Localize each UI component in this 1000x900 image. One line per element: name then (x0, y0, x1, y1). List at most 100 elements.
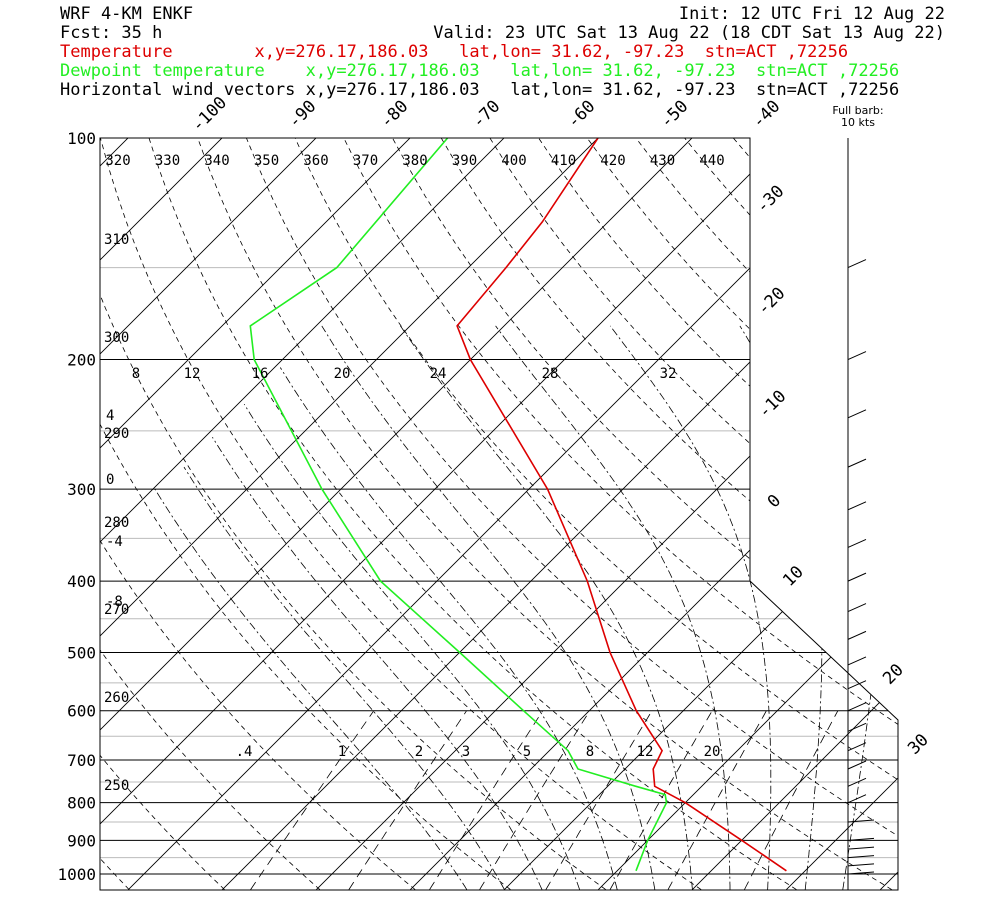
isotherm-label: 0 (764, 491, 785, 512)
mixing-ratio-label: .4 (236, 744, 253, 760)
mixing-ratio-label: 5 (523, 744, 531, 760)
mixing-ratio-label: 20 (704, 744, 721, 760)
theta-side-label: 310 (104, 232, 129, 248)
theta-label: 370 (353, 153, 378, 169)
forecast-hour: Fcst: 35 h (60, 23, 162, 43)
mixing-ratio-line (250, 710, 375, 890)
wind-barb (847, 855, 875, 859)
dry-adiabat (830, 138, 898, 890)
profiles (249, 138, 787, 872)
dry-adiabat (440, 138, 898, 890)
moist-adiabat (212, 436, 543, 890)
isotherm-label: -10 (755, 387, 791, 423)
wind-barb (847, 501, 867, 511)
moist-adiabat (279, 367, 618, 890)
dry-adiabat (879, 138, 898, 890)
isotherm-label: -80 (377, 97, 413, 133)
pressure-label: 800 (67, 794, 96, 813)
wind-barb (847, 760, 867, 770)
barb-note-line2: 10 kts (841, 116, 875, 129)
theta-e-side-label: -8 (106, 594, 123, 610)
theta-side-label: 290 (104, 426, 129, 442)
wind-barb (847, 777, 867, 787)
barb-note-line1: Full barb: (832, 104, 883, 117)
moist-adiabat (321, 325, 656, 890)
wind-barb (847, 409, 867, 419)
dry-adiabat (732, 138, 898, 890)
isotherm (504, 138, 898, 890)
wind-barb (847, 458, 867, 468)
theta-label: 330 (155, 153, 180, 169)
mixing-ratio-line (545, 710, 653, 890)
isotherm-label: 30 (904, 730, 933, 759)
wind-barb (847, 863, 875, 867)
model-title: WRF 4-KM ENKF (60, 4, 193, 24)
isotherm-label: -70 (469, 97, 505, 133)
theta-label: 390 (452, 153, 477, 169)
dewpoint-profile (249, 138, 668, 872)
dry-adiabat (928, 138, 1000, 890)
wind-barb (847, 656, 867, 666)
pressure-label: 600 (67, 702, 96, 721)
isotherm (222, 138, 898, 890)
isotherm (0, 122, 50, 890)
wind-barb (847, 702, 867, 712)
dry-adiabat (100, 138, 225, 890)
isotherm-label: -20 (754, 284, 790, 320)
plot-frame (99, 137, 899, 891)
theta-e-label: 8 (132, 366, 140, 382)
isotherm-label: -60 (564, 97, 600, 133)
isotherm-label: -50 (657, 97, 693, 133)
wind-barb (847, 259, 867, 269)
temperature-profile (456, 138, 787, 872)
mixing-ratio-line (429, 710, 544, 890)
theta-side-label: 270 (104, 602, 129, 618)
pressure-label: 700 (67, 751, 96, 770)
mixing-ratio-line (744, 710, 839, 890)
moist-adiabat (609, 325, 772, 890)
dry-adiabat (538, 138, 898, 890)
theta-label: 420 (600, 153, 625, 169)
isotherm-label: -90 (285, 97, 321, 133)
legend-dewpoint: Dewpoint temperature x,y=276.17,186.03 l… (60, 61, 899, 81)
theta-label: 410 (551, 153, 576, 169)
isotherm (100, 138, 427, 890)
wind-barb (847, 351, 867, 361)
isotherm (692, 138, 898, 890)
moist-adiabat (243, 403, 580, 890)
wind-barb (847, 680, 867, 690)
theta-label: 430 (650, 153, 675, 169)
wind-barb (847, 630, 867, 640)
wind-barb (847, 819, 875, 823)
isotherm (100, 138, 615, 890)
isotherm (316, 138, 898, 890)
mixing-ratio-label: 1 (338, 744, 346, 760)
theta-label: 320 (105, 153, 130, 169)
isotherm (100, 138, 709, 890)
theta-e-side-label: 0 (106, 472, 114, 488)
dry-adiabat (148, 138, 797, 890)
theta-e-label: 32 (660, 366, 677, 382)
diagram-grid (0, 122, 1000, 890)
theta-label: 350 (254, 153, 279, 169)
mixing-ratio-line (609, 710, 713, 890)
isotherm (100, 138, 521, 890)
mixing-ratio-label: 8 (586, 744, 594, 760)
theta-side-label: 250 (104, 778, 129, 794)
dry-adiabat (586, 138, 898, 890)
mixing-ratio-line (479, 710, 591, 890)
wind-barb (847, 603, 867, 613)
dry-adiabat (684, 138, 898, 890)
wind-barb (847, 722, 867, 732)
isotherm (786, 138, 898, 890)
mixing-ratio-line (667, 710, 767, 890)
pressure-label: 200 (67, 351, 96, 370)
dry-adiabat (100, 138, 511, 890)
isotherm (974, 122, 1000, 890)
moist-adiabat (739, 325, 823, 890)
theta-e-label: 24 (430, 366, 447, 382)
theta-label: 400 (501, 153, 526, 169)
wind-barb (847, 794, 867, 804)
